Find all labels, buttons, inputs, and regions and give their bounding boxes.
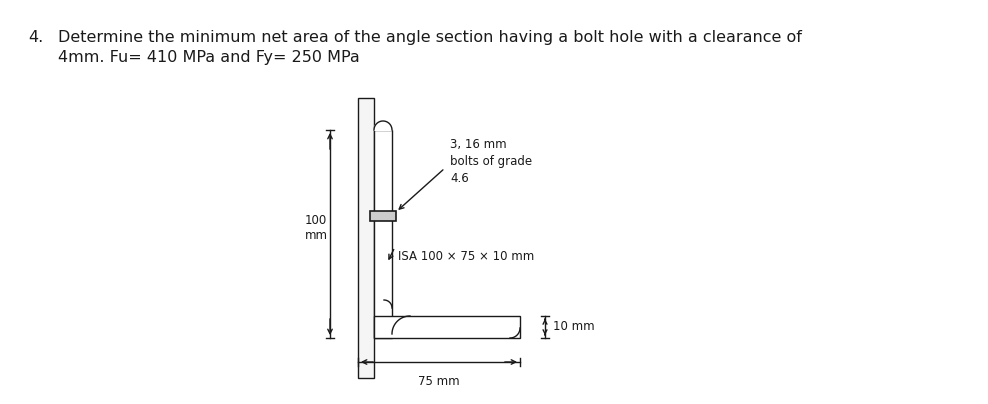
- Text: 4.: 4.: [28, 30, 43, 45]
- Bar: [370, 211, 396, 221]
- Text: 10 mm: 10 mm: [553, 320, 595, 333]
- Text: Determine the minimum net area of the angle section having a bolt hole with a cl: Determine the minimum net area of the an…: [58, 30, 802, 45]
- Text: 100
mm: 100 mm: [304, 214, 327, 242]
- Bar: [374, 130, 392, 338]
- Bar: [358, 98, 374, 378]
- Bar: [374, 316, 520, 338]
- Text: 75 mm: 75 mm: [418, 375, 459, 388]
- Text: 4mm. Fu= 410 MPa and Fy= 250 MPa: 4mm. Fu= 410 MPa and Fy= 250 MPa: [58, 50, 360, 65]
- Text: ISA 100 × 75 × 10 mm: ISA 100 × 75 × 10 mm: [398, 250, 535, 263]
- Polygon shape: [374, 121, 392, 130]
- Text: 3, 16 mm
bolts of grade
4.6: 3, 16 mm bolts of grade 4.6: [450, 138, 533, 185]
